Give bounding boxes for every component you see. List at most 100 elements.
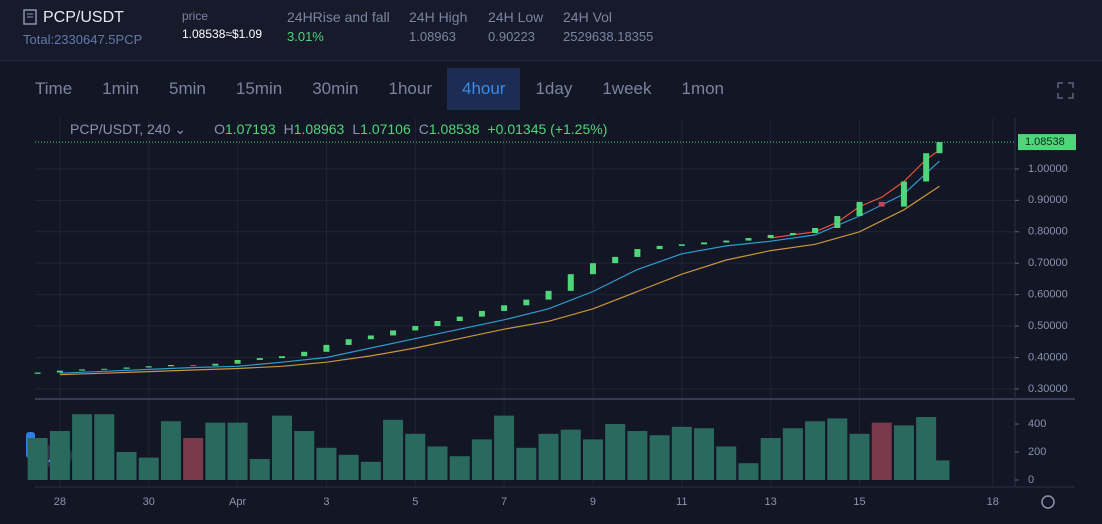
volume-bar <box>405 433 426 481</box>
volume-bar <box>893 425 914 481</box>
volume-bar <box>649 435 670 481</box>
x-tick-label: 5 <box>412 496 418 508</box>
y-tick-label: 0.90000 <box>1028 194 1068 206</box>
candle-body <box>812 227 819 234</box>
legend-value: 1.08963 <box>294 121 345 137</box>
volume-bar <box>338 454 359 481</box>
stat-value: 3.01% <box>287 29 324 44</box>
legend-key: C <box>419 121 429 137</box>
stat-label: 24H High <box>409 9 468 25</box>
candle-body <box>101 368 108 370</box>
x-tick-label: 30 <box>143 496 155 508</box>
volume-bar <box>694 428 715 481</box>
candle-body <box>145 366 152 368</box>
volume-bar <box>294 431 315 481</box>
volume-bar <box>449 456 470 481</box>
candle-body <box>167 365 174 367</box>
stat-value: 2529638.18355 <box>563 29 654 44</box>
candle-body <box>190 365 197 367</box>
stat: 24H Low 0.90223 <box>488 9 543 44</box>
candle-body <box>412 326 419 331</box>
timeframe-button[interactable]: 1mon <box>681 79 725 98</box>
pair: PCP/USDT <box>43 9 124 26</box>
volume-bar <box>360 461 381 481</box>
x-tick-label: 18 <box>987 496 999 508</box>
timeframe-button[interactable]: 5min <box>169 79 206 98</box>
y-tick-label: 0.60000 <box>1028 289 1068 301</box>
legend-change: +0.01345 (+1.25%) <box>487 121 607 137</box>
volume-bar <box>183 438 204 481</box>
candle-body <box>456 316 463 322</box>
settings-icon[interactable] <box>1041 495 1055 509</box>
volume-bar <box>760 438 781 481</box>
x-tick-label: 3 <box>323 496 329 508</box>
volume-bar <box>49 431 70 481</box>
candle-body <box>367 335 374 340</box>
volume-bar <box>27 438 48 481</box>
candle-body <box>878 201 885 207</box>
stat-value: 1.08963 <box>409 29 456 44</box>
candle-body <box>767 234 774 239</box>
volume-bar <box>716 446 737 481</box>
stat-value: 0.90223 <box>488 29 535 44</box>
candle-body <box>56 370 63 373</box>
volume-bar <box>516 447 537 481</box>
volume-bar <box>805 421 826 481</box>
candle-body <box>256 358 263 360</box>
candle-body <box>936 142 943 154</box>
moving-average <box>59 160 940 374</box>
stat-label: 24HRise and fall <box>287 9 390 25</box>
volume-tick-label: 0 <box>1028 474 1034 486</box>
expand-icon[interactable] <box>1057 82 1074 99</box>
y-tick-label: 1.00000 <box>1028 163 1068 175</box>
timeframe-button[interactable]: Time <box>35 79 73 98</box>
legend-key: H <box>284 121 294 137</box>
last-price-tag <box>1018 134 1076 151</box>
timeframe-button[interactable]: 30min <box>312 79 359 98</box>
x-tick-label: 7 <box>501 496 507 508</box>
volume-bar <box>160 421 181 481</box>
stat-value: 1.08538≈$1.09 <box>182 27 262 41</box>
last-price-label: 1.08538 <box>1025 136 1065 148</box>
timeframe-button[interactable]: 1day <box>535 79 573 98</box>
candle-body <box>656 245 663 250</box>
stat-label: price <box>182 9 209 23</box>
candle-body <box>701 242 708 245</box>
y-tick-label: 0.70000 <box>1028 257 1068 269</box>
icon <box>23 9 37 25</box>
legend-key: L <box>352 121 360 137</box>
stat: price 1.08538≈$1.09 <box>182 9 262 41</box>
volume-bar <box>627 431 648 481</box>
volume-bar <box>205 422 226 481</box>
candle-body <box>212 363 219 366</box>
volume-tick-label: 400 <box>1028 418 1046 430</box>
volume-bar <box>782 428 803 481</box>
y-tick-label: 0.50000 <box>1028 320 1068 332</box>
stat: 24H High 1.08963 <box>409 9 467 44</box>
timeframe-button[interactable]: 1week <box>602 79 652 98</box>
timeframe-button[interactable]: 4hour <box>446 68 521 110</box>
legend: PCP/USDT, 240 ⌄ O1.07193 H1.08963 L1.07106 C1… <box>70 121 607 137</box>
volume-bar <box>929 460 950 481</box>
timeframe-button[interactable]: 1min <box>102 79 140 98</box>
candle-body <box>434 321 441 327</box>
volume-bar <box>582 439 603 481</box>
x-tick-label: 13 <box>765 496 777 508</box>
x-tick-label: 11 <box>676 496 687 508</box>
timeframe-button[interactable]: 15min <box>235 79 283 98</box>
volume-tick-label: 200 <box>1028 446 1046 458</box>
candle-body <box>634 249 641 257</box>
volume-bar <box>316 447 337 481</box>
volume-bar <box>471 439 492 481</box>
timeframes: Time 1min 5min 15min 30min 1hour 4hour 1day 1wee… <box>20 68 739 110</box>
volume-bar <box>72 414 93 481</box>
candle-body <box>923 153 930 182</box>
candle-body <box>612 256 619 264</box>
timeframe-button[interactable]: 1hour <box>388 79 432 98</box>
volume-bar <box>383 419 404 481</box>
candle-body <box>523 299 530 306</box>
volume-bar <box>671 426 692 481</box>
candle-body <box>278 356 285 359</box>
candle-body <box>567 274 574 291</box>
